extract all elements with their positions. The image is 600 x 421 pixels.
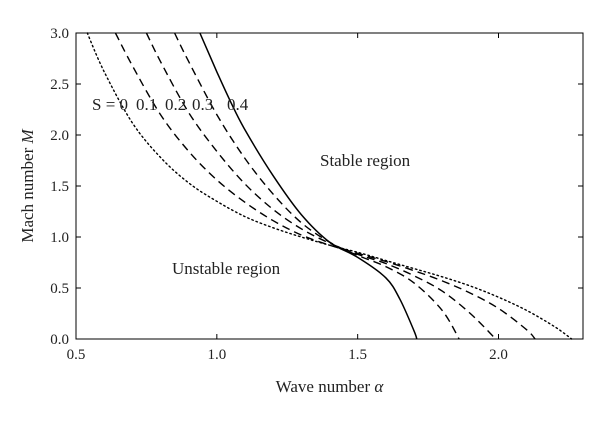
s-annotation-value-3: 0.3 bbox=[192, 95, 213, 114]
y-tick-label: 0.0 bbox=[50, 332, 69, 348]
x-tick-label: 1.0 bbox=[207, 347, 226, 363]
y-tick-label: 0.5 bbox=[50, 281, 69, 297]
series-line-5 bbox=[199, 32, 418, 340]
s-annotation-value-1: 0.1 bbox=[136, 95, 157, 114]
s-annotation-prefix: S = 0 bbox=[92, 95, 128, 114]
series-line-4 bbox=[173, 32, 460, 340]
y-tick-label: 2.5 bbox=[50, 77, 69, 93]
series-line-2 bbox=[114, 32, 536, 340]
plot-frame bbox=[75, 32, 584, 340]
series-line-3 bbox=[145, 32, 497, 340]
y-axis-label-symbol: M bbox=[18, 129, 37, 145]
series-group bbox=[86, 32, 573, 340]
x-axis-label-text: Wave number bbox=[276, 377, 371, 396]
x-tick-label: 0.5 bbox=[67, 347, 86, 363]
x-tick-label: 2.0 bbox=[489, 347, 508, 363]
y-tick-label: 3.0 bbox=[50, 26, 69, 42]
y-axis-label-text: Mach number bbox=[18, 147, 37, 242]
x-tick-label: 1.5 bbox=[348, 347, 367, 363]
s-annotation-value-2: 0.2 bbox=[165, 95, 186, 114]
axes bbox=[75, 32, 584, 340]
x-axis-label-symbol: α bbox=[374, 377, 384, 396]
y-tick-label: 1.0 bbox=[50, 230, 69, 246]
y-axis-label: Mach number M bbox=[18, 129, 37, 243]
x-axis-label: Wave number α bbox=[276, 377, 385, 396]
s-parameter-annotation: S = 0 0.1 0.2 0.3 0.4 bbox=[92, 95, 249, 114]
series-line-1 bbox=[86, 32, 573, 340]
stable-region-label: Stable region bbox=[320, 151, 411, 170]
y-tick-label: 2.0 bbox=[50, 128, 69, 144]
s-annotation-value-4: 0.4 bbox=[227, 95, 249, 114]
unstable-region-label: Unstable region bbox=[172, 259, 281, 278]
y-tick-label: 1.5 bbox=[50, 179, 69, 195]
ticks: 0.5 1.0 1.5 2.00.00.51.01.52.02.53.0 bbox=[50, 26, 583, 363]
